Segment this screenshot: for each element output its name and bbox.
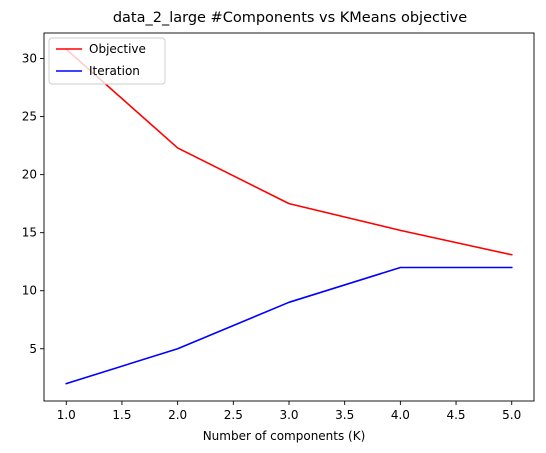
- x-axis-title: Number of components (K): [203, 429, 366, 443]
- x-tick-label: 4.5: [446, 408, 465, 422]
- x-tick-label: 2.5: [224, 408, 243, 422]
- series-line-objective: [65, 48, 513, 256]
- x-tick-label: 4.0: [391, 408, 410, 422]
- legend-label-iteration: Iteration: [89, 64, 140, 78]
- x-tick-label: 3.5: [335, 408, 354, 422]
- y-tick-label: 30: [22, 52, 37, 66]
- y-tick-label: 10: [22, 284, 37, 298]
- x-tick-label: 5.0: [502, 408, 521, 422]
- x-tick-label: 1.5: [112, 408, 131, 422]
- y-tick-label: 25: [22, 110, 37, 124]
- plot-area: 1.0 1.5 2.0 2.5 3.0 3.5 4.0 4.5 5.0 5 10 15 20 25 30 Ob…: [22, 32, 535, 422]
- y-tick-label: 20: [22, 168, 37, 182]
- chart-title: data_2_large #Components vs KMeans objec…: [113, 10, 467, 26]
- x-tick-label: 1.0: [57, 408, 76, 422]
- x-tick-label: 3.0: [279, 408, 298, 422]
- x-tick-label: 2.0: [168, 408, 187, 422]
- legend: Objective Iteration: [48, 37, 166, 85]
- series-line-iteration: [65, 266, 513, 385]
- y-tick-label: 15: [22, 226, 37, 240]
- y-tick-label: 5: [29, 342, 37, 356]
- legend-label-objective: Objective: [89, 42, 146, 56]
